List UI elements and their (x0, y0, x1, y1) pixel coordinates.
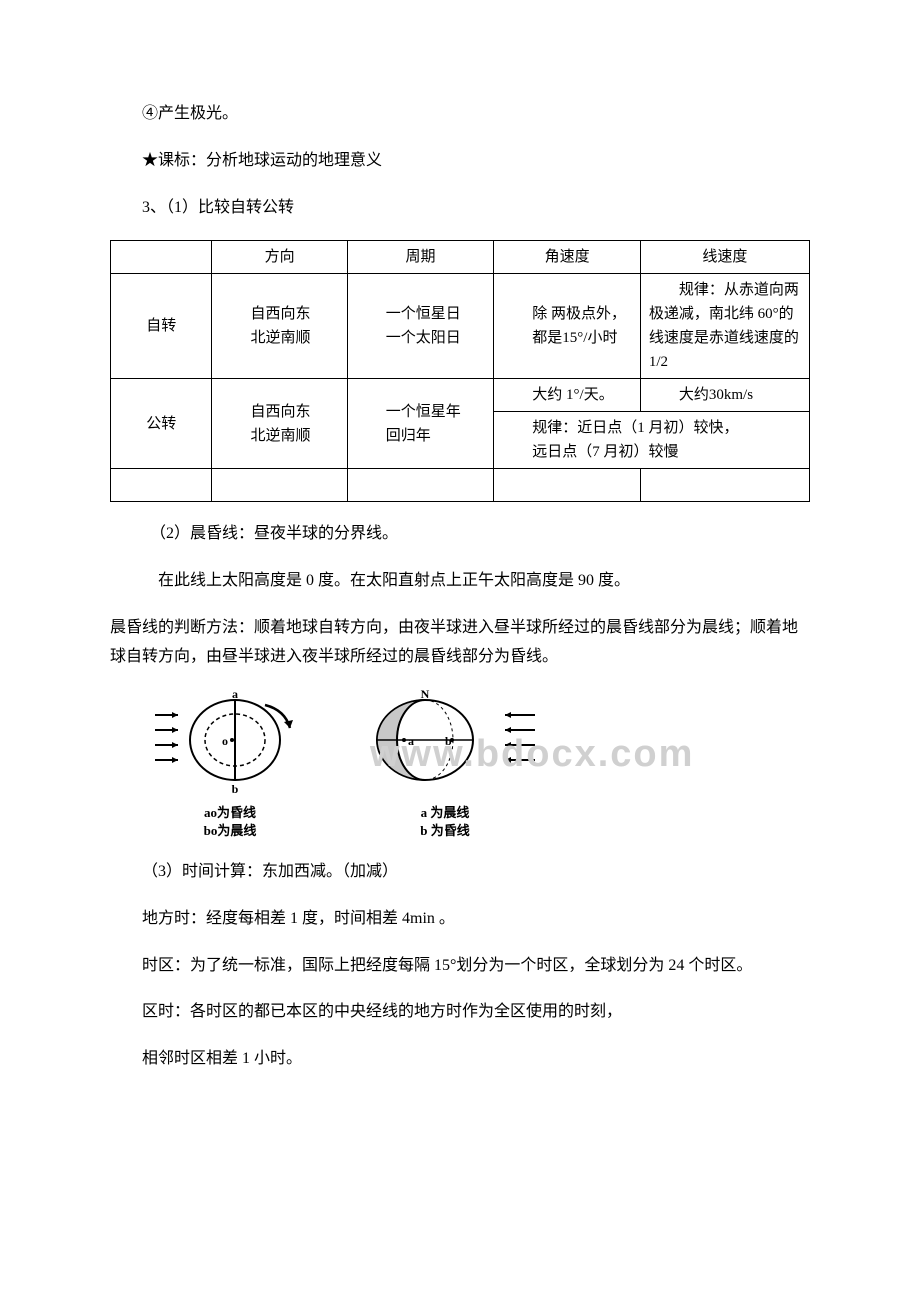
paragraph-terminator-line: （2）晨昏线：昼夜半球的分界线。 (110, 520, 810, 549)
cell-empty-3 (347, 469, 494, 502)
paragraph-standard: ★课标：分析地球运动的地理意义 (110, 147, 810, 176)
diagram-1-caption: ao为昏线 bo为晨线 (204, 804, 257, 840)
diagram-1: a o b ao为昏线 bo为晨线 (150, 690, 310, 840)
cell-rotation-direction: 自西向东 北逆南顺 (212, 274, 347, 379)
svg-text:a: a (408, 734, 414, 748)
header-angular: 角速度 (494, 241, 641, 274)
cell-empty-4 (494, 469, 641, 502)
paragraph-local-time: 地方时：经度每相差 1 度，时间相差 4min 。 (110, 905, 810, 934)
cell-rotation-linear: 规律：从赤道向两极递减，南北纬 60°的线速度是赤道线速度的 1/2 (640, 274, 809, 379)
paragraph-adjacent-zone: 相邻时区相差 1 小时。 (110, 1045, 810, 1074)
cell-revolution-merged-rule: 规律：近日点（1 月初）较快， 远日点（7 月初）较慢 (494, 412, 810, 469)
rotation-revolution-table: 方向 周期 角速度 线速度 自转 自西向东 北逆南顺 一个恒星日 一个太阳日 除… (110, 240, 810, 502)
paragraph-time-calc: （3）时间计算：东加西减。（加减） (110, 858, 810, 887)
svg-text:N: N (421, 690, 430, 701)
paragraph-sun-altitude: 在此线上太阳高度是 0 度。在太阳直射点上正午太阳高度是 90 度。 (110, 567, 810, 596)
cell-rotation-period: 一个恒星日 一个太阳日 (347, 274, 494, 379)
header-blank (111, 241, 212, 274)
diagram-container: a o b ao为昏线 bo为晨线 N a (150, 690, 810, 840)
header-linear: 线速度 (640, 241, 809, 274)
header-period: 周期 (347, 241, 494, 274)
diagram-2: N a b a 为晨线 b 为昏线 (350, 690, 540, 840)
paragraph-section-3: 3、（1）比较自转公转 (110, 194, 810, 223)
cell-revolution-angular-top: 大约 1°/天。 (494, 379, 641, 412)
terminator-diagram-1-icon: a o b (150, 690, 310, 800)
diagram-2-caption: a 为晨线 b 为昏线 (420, 804, 469, 840)
paragraph-terminator-method: 晨昏线的判断方法：顺着地球自转方向，由夜半球进入昼半球所经过的晨昏线部分为晨线；… (110, 614, 810, 672)
cell-revolution-linear-top: 大约30km/s (640, 379, 809, 412)
header-direction: 方向 (212, 241, 347, 274)
cell-empty-2 (212, 469, 347, 502)
cell-empty-5 (640, 469, 809, 502)
cell-rotation-angular: 除 两极点外， 都是15°/小时 (494, 274, 641, 379)
paragraph-polar-light: ④产生极光。 (110, 100, 810, 129)
cell-revolution-period: 一个恒星年 回归年 (347, 379, 494, 469)
terminator-diagram-2-icon: N a b (350, 690, 540, 800)
cell-empty-1 (111, 469, 212, 502)
svg-text:a: a (232, 690, 238, 701)
cell-rotation-label: 自转 (111, 274, 212, 379)
svg-text:o: o (222, 734, 228, 748)
cell-revolution-label: 公转 (111, 379, 212, 469)
paragraph-zone-time: 区时：各时区的都已本区的中央经线的地方时作为全区使用的时刻， (110, 998, 810, 1027)
svg-text:b: b (232, 782, 239, 796)
paragraph-timezone: 时区：为了统一标准，国际上把经度每隔 15°划分为一个时区，全球划分为 24 个… (110, 952, 810, 981)
cell-revolution-direction: 自西向东 北逆南顺 (212, 379, 347, 469)
